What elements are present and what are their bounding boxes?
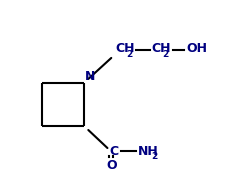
Text: O: O (106, 159, 117, 172)
Text: N: N (84, 70, 95, 83)
Text: 2: 2 (163, 51, 169, 59)
Text: 2: 2 (126, 51, 133, 59)
Text: CH: CH (115, 43, 135, 55)
Text: C: C (109, 144, 119, 158)
Text: CH: CH (151, 43, 171, 55)
Text: NH: NH (138, 144, 159, 158)
Text: 2: 2 (151, 152, 157, 161)
Text: OH: OH (186, 43, 207, 55)
